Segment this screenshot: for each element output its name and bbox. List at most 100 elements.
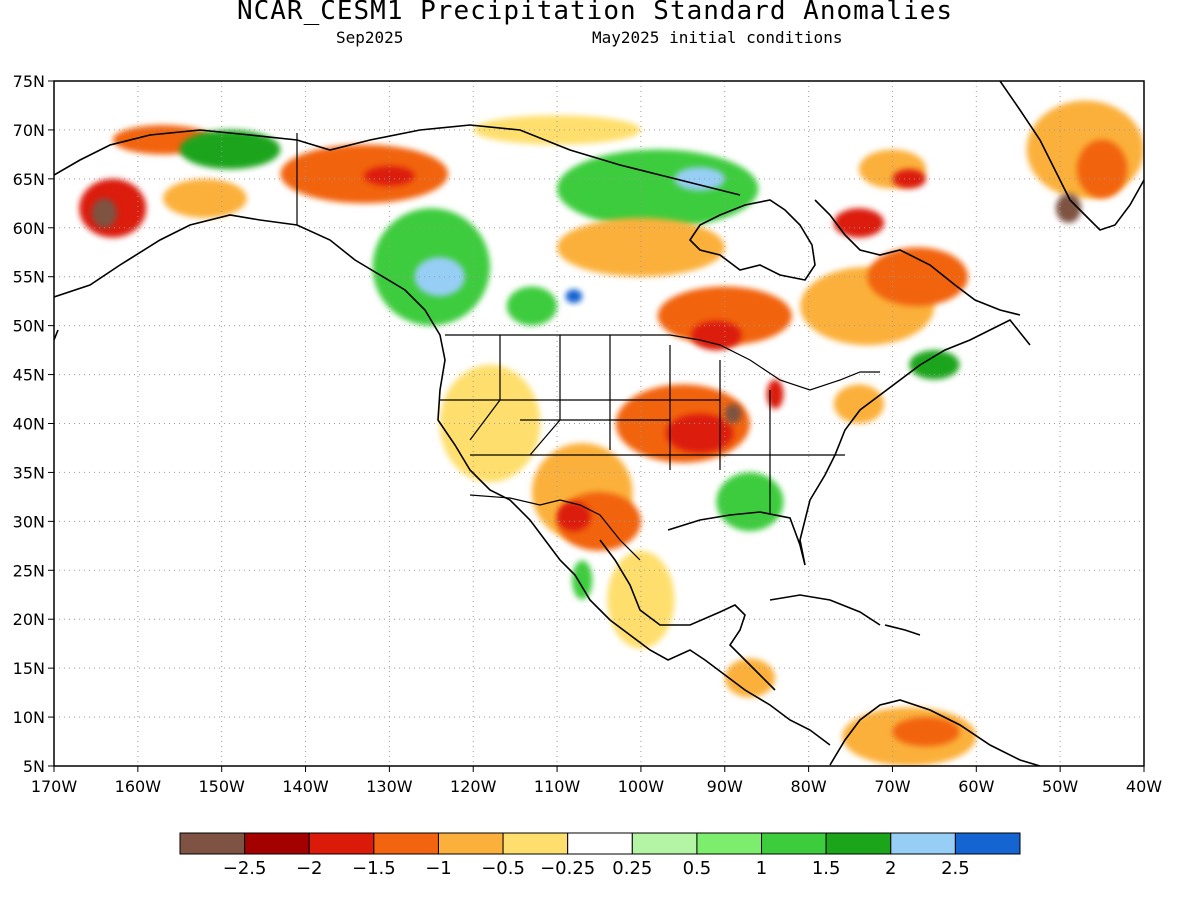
tick-label-lat: 65N	[13, 170, 45, 189]
anomaly-region-southeast-wet	[716, 472, 784, 532]
anomaly-region-midwest-core	[666, 413, 734, 453]
coastline-greenland	[999, 81, 1144, 231]
colorbar: −2.5 −2 −1.5 −1 −0.5 −0.25 0.25 0.5 1 1.5 2 2.5	[179, 832, 1021, 879]
anomaly-region-greenland-core	[1076, 139, 1128, 199]
colorbar-swatch	[308, 832, 375, 855]
coastline-hispaniola	[884, 624, 921, 636]
tick-label-lat: 35N	[13, 463, 45, 482]
colorbar-label: −0.25	[540, 858, 595, 879]
anomaly-region-alaska-central-wet	[179, 129, 281, 170]
anomaly-region-texas-core	[557, 501, 591, 532]
anomaly-region-alaska-center-dry	[163, 178, 247, 218]
tick-label-lon: 110W	[534, 777, 581, 796]
colorbar-swatch	[373, 832, 439, 855]
coastline-gulf	[599, 539, 776, 691]
colorbar-label: −2	[296, 858, 323, 879]
tick-label-lon: 170W	[31, 777, 78, 796]
tick-label-lat: 20N	[13, 610, 45, 629]
tick-label-lon: 80W	[791, 777, 827, 796]
tick-label-lat: 25N	[13, 561, 45, 580]
tick-label-lat: 45N	[13, 366, 45, 385]
tick-label-lon: 150W	[199, 777, 246, 796]
colorbar-label: 0.25	[612, 858, 652, 879]
anomaly-region-central-america-dry	[724, 658, 776, 698]
axis-ticks: 170W 160W 150W 140W 130W 120W 110W 100W 90W 80W 70…	[13, 72, 1163, 796]
anomaly-region-greenland-brown	[1055, 193, 1082, 223]
colorbar-label: 2	[885, 858, 896, 879]
colorbar-swatch	[631, 832, 698, 855]
colorbar-swatch	[761, 832, 827, 855]
tick-label-lat: 50N	[13, 317, 45, 336]
anomaly-region-ontario-core	[691, 320, 742, 351]
anomaly-region-quebec-core	[833, 208, 885, 238]
tick-label-lat: 55N	[13, 268, 45, 287]
political-borders	[296, 133, 880, 561]
anomaly-region-great-lakes-core	[724, 403, 742, 424]
anomaly-region-yukon-core	[364, 166, 415, 186]
tick-label-lon: 140W	[282, 777, 329, 796]
anomaly-region-maritimes-wet	[909, 350, 960, 380]
tick-label-lat: 5N	[23, 757, 45, 776]
tick-label-lat: 30N	[13, 512, 45, 531]
anomaly-region-labrador-dry	[867, 247, 968, 307]
colorbar-label: 1.5	[812, 858, 841, 879]
graticule	[54, 81, 1144, 766]
anomaly-region-sask-dry	[557, 218, 725, 277]
coastline-north-america-west	[54, 214, 831, 746]
colorbar-swatch	[890, 832, 956, 855]
tick-label-lon: 50W	[1042, 777, 1078, 796]
coastline-south-america	[829, 699, 1041, 766]
tick-label-lon: 120W	[450, 777, 497, 796]
colorbar-label: 2.5	[941, 858, 970, 879]
anomaly-region-alberta-wet	[506, 286, 558, 326]
coastline-cuba	[769, 594, 881, 626]
anomaly-region-ontario-dry	[657, 286, 792, 346]
anomaly-region-alaska-sw-core	[91, 198, 117, 228]
colorbar-swatch	[437, 832, 504, 855]
tick-label-lat: 10N	[13, 708, 45, 727]
colorbar-swatch	[954, 832, 1021, 855]
colorbar-label: 0.5	[683, 858, 712, 879]
anomaly-region-arctic-islands-dry	[473, 115, 641, 145]
anomaly-region-yukon-dry	[280, 144, 449, 204]
tick-label-lat: 60N	[13, 219, 45, 238]
tick-label-lon: 100W	[618, 777, 665, 796]
anomaly-region-mexico-wet	[572, 560, 593, 600]
colorbar-swatch	[567, 832, 633, 855]
coastline-hudson-bay	[688, 199, 816, 281]
colorbar-label: −1	[425, 858, 452, 879]
initial-conditions: May2025 initial conditions	[592, 28, 843, 47]
tick-label-lon: 60W	[958, 777, 994, 796]
anomaly-region-alberta-wet-core	[565, 289, 583, 304]
tick-label-lon: 70W	[874, 777, 910, 796]
colorbar-label: −2.5	[223, 858, 267, 879]
tick-label-lat: 15N	[13, 659, 45, 678]
colorbar-label: −1.5	[352, 858, 396, 879]
colorbar-label: 1	[756, 858, 767, 879]
border-states-b	[440, 399, 845, 456]
border-us-mexico	[469, 494, 641, 561]
tick-label-lat: 75N	[13, 72, 45, 91]
tick-label-lon: 40W	[1126, 777, 1162, 796]
anomaly-region-nwt-wet	[557, 149, 759, 228]
anomaly-region-venezuela-core	[892, 717, 960, 747]
tick-label-lat: 40N	[13, 415, 45, 434]
tick-label-lon: 160W	[115, 777, 162, 796]
coastline-arctic	[54, 124, 741, 196]
anomaly-region-new-england-dry	[833, 384, 885, 424]
colorbar-swatch	[179, 832, 246, 855]
tick-label-lon: 130W	[366, 777, 413, 796]
colorbar-swatch	[502, 832, 569, 855]
colorbar-swatch	[244, 832, 310, 855]
tick-label-lat: 70N	[13, 121, 45, 140]
colorbar-swatch	[696, 832, 763, 855]
anomaly-region-michigan-core	[766, 379, 784, 409]
anomaly-region-west-us-dry	[439, 364, 541, 483]
colorbar-label: −0.5	[481, 858, 525, 879]
tick-label-lon: 90W	[707, 777, 743, 796]
map-title: NCAR_CESM1 Precipitation Standard Anomal…	[236, 0, 954, 26]
forecast-month: Sep2025	[336, 28, 404, 47]
coastline-labrador	[814, 199, 1021, 316]
colorbar-swatch	[825, 832, 892, 855]
